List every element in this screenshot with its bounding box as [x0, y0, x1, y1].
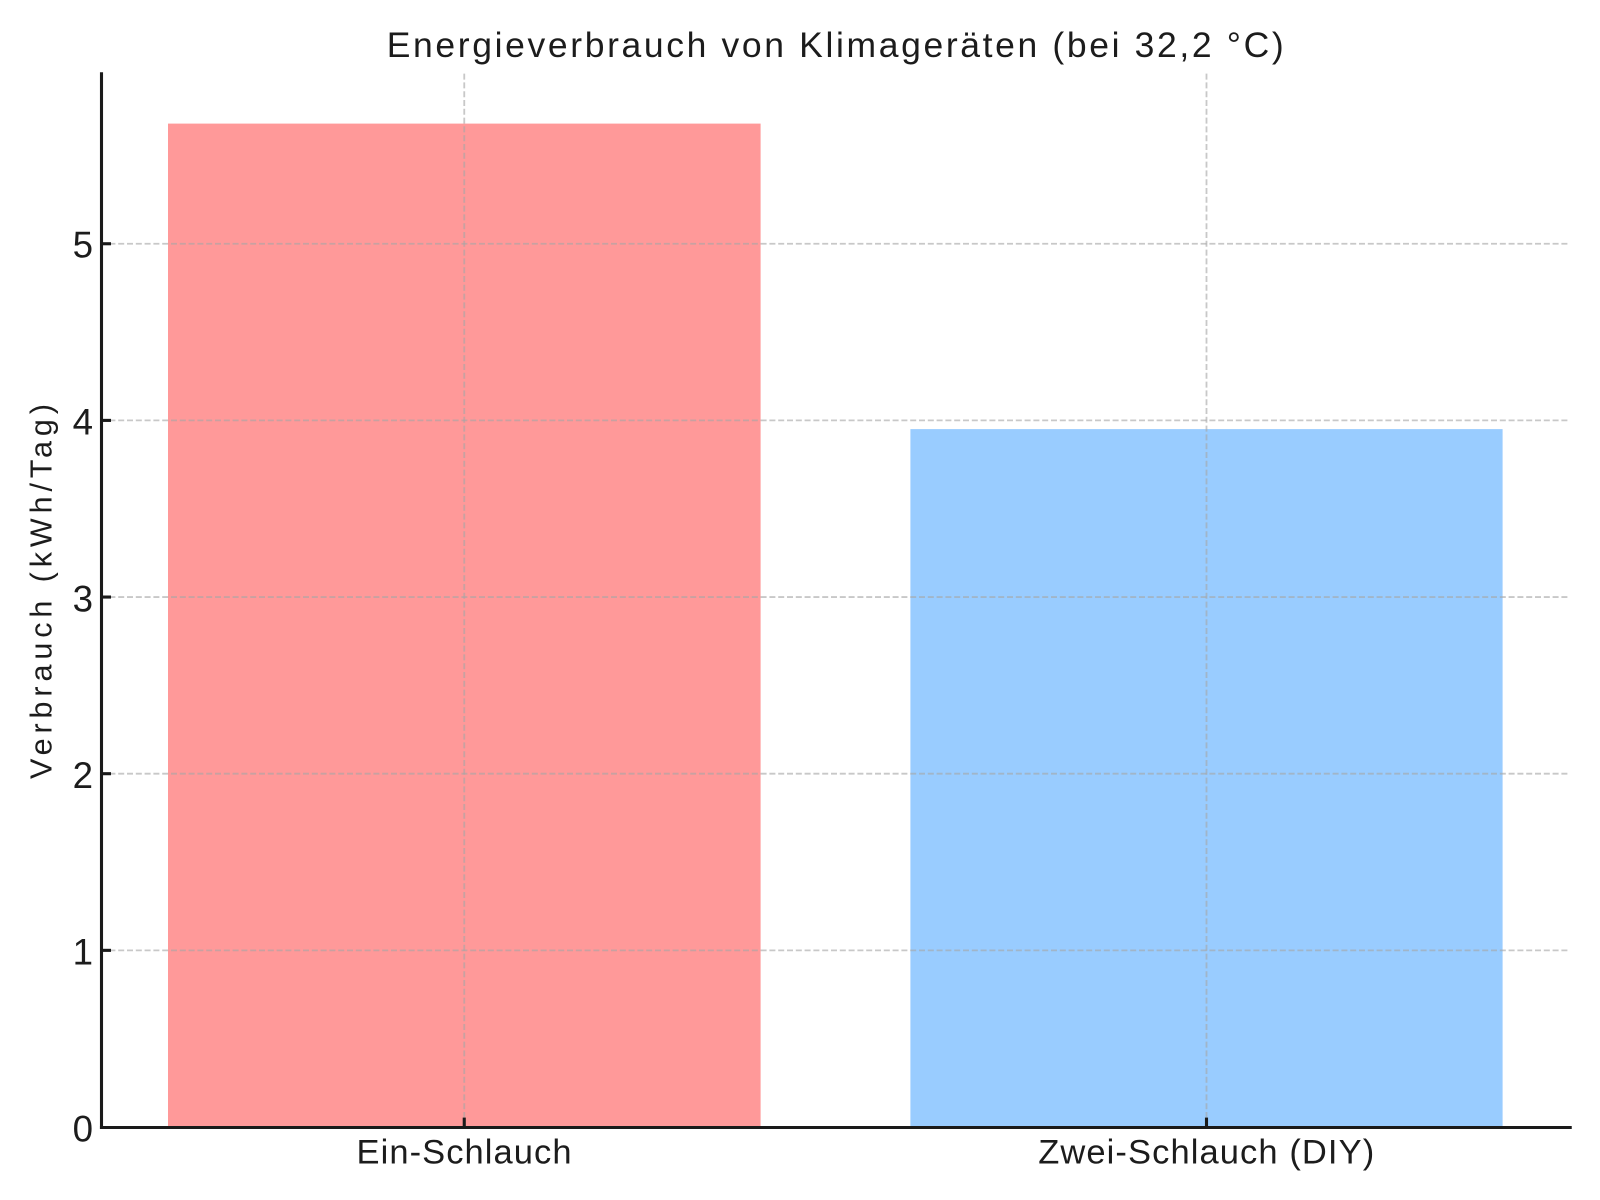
svg-text:Ein-Schlauch: Ein-Schlauch [357, 1134, 572, 1172]
svg-text:Energieverbrauch von Klimagerä: Energieverbrauch von Klimageräten (bei 3… [387, 25, 1284, 65]
svg-text:1: 1 [73, 932, 93, 973]
svg-text:Zwei-Schlauch (DIY): Zwei-Schlauch (DIY) [1038, 1134, 1374, 1172]
svg-text:5: 5 [73, 225, 93, 266]
svg-text:Verbrauch (kWh/Tag): Verbrauch (kWh/Tag) [25, 404, 59, 779]
svg-text:0: 0 [73, 1108, 93, 1149]
svg-text:3: 3 [73, 578, 93, 619]
svg-text:2: 2 [73, 755, 93, 796]
svg-text:4: 4 [73, 402, 93, 443]
